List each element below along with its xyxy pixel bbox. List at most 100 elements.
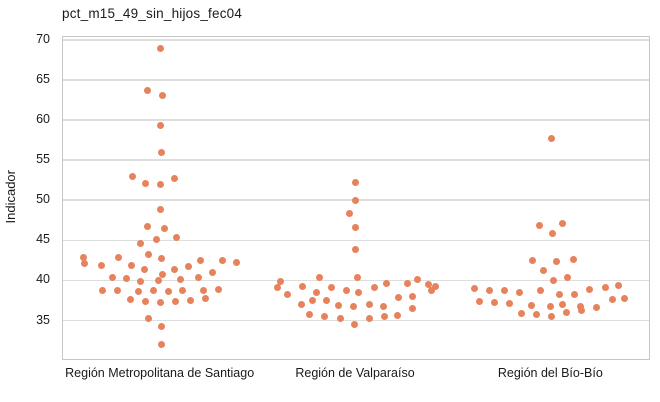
data-point [172,297,180,305]
y-tick-label: 70 [36,31,50,46]
data-point [109,273,117,281]
data-point [135,288,143,296]
data-point [154,276,162,284]
data-point [491,299,499,307]
data-point [157,298,165,306]
data-point [379,302,387,310]
data-point [81,260,89,268]
data-point [171,266,179,274]
gridline [63,239,649,242]
data-point [540,267,548,275]
data-point [548,230,556,238]
data-point [349,303,357,311]
data-point [395,293,402,301]
data-point [144,86,152,94]
data-point [200,286,208,294]
data-point [165,288,173,296]
data-point [517,309,525,317]
data-point [274,284,282,292]
data-point [409,304,417,312]
y-tick-label: 55 [36,152,50,167]
data-point [315,274,323,282]
x-category-label-santiago: Región Metropolitana de Santiago [65,366,255,380]
x-axis-labels: Región Metropolitana de Santiago Región … [62,366,648,386]
data-point [127,296,135,304]
y-tick-label: 50 [36,192,50,207]
y-tick-label: 65 [36,71,50,86]
data-point [562,308,570,316]
data-point [185,263,193,271]
data-point [365,314,373,322]
y-tick-label: 40 [36,272,50,287]
data-point [113,287,121,295]
data-point [79,253,87,261]
data-point [345,209,353,217]
data-point [394,312,402,320]
data-point [427,286,435,294]
gridline [63,119,649,121]
data-point [354,274,362,282]
data-point [535,222,543,230]
data-point [558,219,566,227]
data-point [592,304,600,312]
data-point [564,273,572,281]
data-point [233,259,241,267]
data-point [122,275,130,283]
data-point [351,196,359,204]
data-point [297,300,305,308]
gridline [63,159,649,161]
data-point [115,254,123,262]
data-point [408,292,416,300]
data-point [558,300,566,308]
data-point [475,297,483,305]
data-point [620,295,628,303]
gridline [63,319,649,322]
data-point [547,303,555,311]
data-point [608,296,616,304]
data-point [299,283,307,291]
data-point [312,288,320,296]
data-point [547,312,555,320]
data-point [141,265,149,273]
data-point [98,286,106,294]
data-point [157,148,165,156]
data-point [547,134,555,142]
data-point [152,236,160,243]
data-point [355,288,363,296]
data-point [145,314,153,322]
data-point [145,251,153,259]
data-point [157,181,165,189]
data-point [127,261,135,269]
data-point [327,284,335,292]
data-point [351,246,359,254]
data-point [342,286,350,294]
plot-area [62,36,650,360]
data-point [537,287,545,295]
data-point [549,276,557,284]
data-point [350,321,358,328]
data-point [157,341,165,349]
data-point [365,300,373,308]
data-point [351,223,359,231]
y-tick-label: 45 [36,232,50,247]
data-point [215,285,223,293]
x-category-label-biobio: Región del Bío-Bío [497,366,603,380]
x-category-label-valparaiso: Región de Valparaíso [295,366,415,380]
data-point [202,295,210,303]
data-point [370,284,378,292]
data-point [137,277,145,285]
data-point [414,276,422,284]
data-point [527,301,535,309]
data-point [97,262,105,270]
data-point [380,312,388,320]
data-point [335,301,343,309]
data-point [170,175,178,183]
data-point [177,276,185,284]
data-point [383,280,391,288]
data-point [187,296,195,304]
data-point [431,282,439,290]
data-point [195,274,203,282]
data-point [404,280,412,288]
data-point [552,258,560,266]
